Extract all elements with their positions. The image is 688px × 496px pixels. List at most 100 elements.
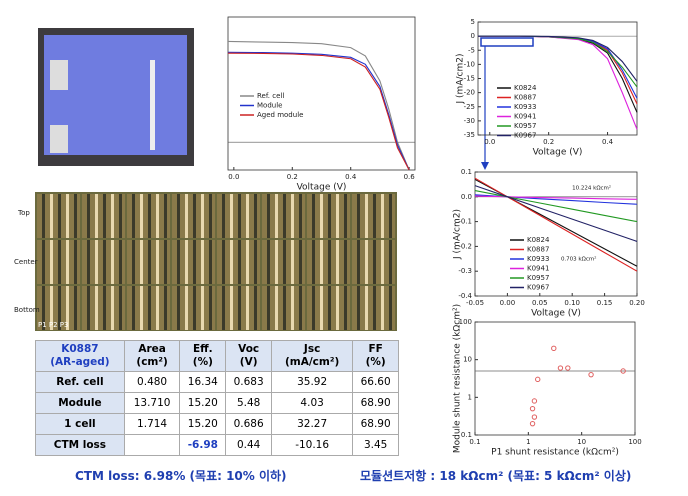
x-axis-label: Voltage (V) bbox=[297, 183, 347, 193]
x-tick-label: 0.2 bbox=[543, 138, 554, 146]
scribe-line bbox=[336, 240, 339, 284]
scribe-line bbox=[222, 240, 225, 284]
legend-label: K0933 bbox=[514, 103, 536, 111]
plot-frame bbox=[474, 171, 638, 297]
y-tick-label: 0.0 bbox=[461, 193, 472, 201]
scribe-line bbox=[283, 194, 286, 238]
y-tick-label: 0.1 bbox=[461, 168, 472, 176]
scribe-line bbox=[312, 286, 315, 330]
scribe-line bbox=[50, 240, 53, 284]
scribe-line bbox=[275, 286, 278, 330]
table-cell: 68.90 bbox=[352, 413, 399, 435]
legend-label: K0941 bbox=[527, 265, 549, 273]
x-tick-label: 10 bbox=[577, 438, 586, 446]
scribe-line bbox=[209, 194, 212, 238]
x-tick-label: 1 bbox=[526, 438, 530, 446]
scribe-line bbox=[95, 286, 98, 330]
y-tick-label: -0.4 bbox=[458, 292, 472, 300]
scribe-line bbox=[246, 240, 249, 284]
header-cell: Voc (V) bbox=[225, 340, 272, 372]
scribe-line bbox=[238, 240, 241, 284]
scribe-line bbox=[156, 240, 159, 284]
scribe-line bbox=[230, 194, 233, 238]
scribe-line bbox=[50, 286, 53, 330]
x-axis-label: P1 shunt resistance (kΩcm²) bbox=[491, 448, 619, 458]
scribe-line bbox=[185, 286, 188, 330]
scribe-line bbox=[344, 194, 347, 238]
scribe-line bbox=[222, 286, 225, 330]
scribe-line bbox=[283, 286, 286, 330]
microscope-photos bbox=[35, 192, 397, 331]
scribe-line bbox=[140, 286, 143, 330]
scribe-line bbox=[95, 240, 98, 284]
scribe-line bbox=[254, 286, 257, 330]
scribe-line bbox=[373, 194, 376, 238]
scribe-line bbox=[381, 286, 384, 330]
point bbox=[529, 420, 536, 427]
header-cell: Eff. (%) bbox=[179, 340, 227, 372]
header-text: Eff. bbox=[192, 343, 213, 355]
header-text: (mA/cm²) bbox=[284, 356, 340, 368]
header-text: K0887 bbox=[61, 343, 99, 355]
y-axis-label: J (mA/cm2) bbox=[453, 209, 463, 260]
plot-frame bbox=[474, 321, 636, 436]
scribe-line bbox=[389, 240, 392, 284]
scribe-line bbox=[357, 286, 360, 330]
scribe-line bbox=[111, 240, 114, 284]
legend-label: K0967 bbox=[514, 132, 536, 140]
scribe-line bbox=[74, 194, 77, 238]
table-row: CTM loss -6.98 0.44 -10.16 3.45 bbox=[35, 434, 399, 456]
series-line bbox=[478, 35, 638, 88]
scribe-line bbox=[156, 194, 159, 238]
row-label: Bottom bbox=[14, 306, 40, 314]
series-line bbox=[227, 40, 410, 171]
legend-label: Ref. cell bbox=[257, 92, 284, 100]
y-tick-label: -30 bbox=[464, 117, 475, 125]
scribe-line bbox=[267, 240, 270, 284]
module-contact bbox=[50, 125, 68, 153]
scribe-line bbox=[336, 286, 339, 330]
y-tick-label: 1 bbox=[468, 393, 472, 401]
header-text: (cm²) bbox=[136, 356, 168, 368]
scribe-line bbox=[119, 286, 122, 330]
row-header: CTM loss bbox=[35, 434, 125, 456]
y-tick-label: 0 bbox=[471, 32, 475, 40]
series-line bbox=[478, 35, 638, 82]
scribe-line bbox=[299, 286, 302, 330]
legend-label: K0887 bbox=[514, 94, 536, 102]
scribe-line bbox=[357, 240, 360, 284]
scribe-line bbox=[320, 286, 323, 330]
scribe-line bbox=[177, 194, 180, 238]
y-tick-label: -25 bbox=[464, 103, 475, 111]
scribe-line bbox=[103, 240, 106, 284]
y-tick-label: -0.3 bbox=[458, 267, 472, 275]
scribe-line bbox=[291, 286, 294, 330]
scribe-line bbox=[111, 286, 114, 330]
header-cell: Area (cm²) bbox=[123, 340, 181, 372]
scribe-line bbox=[132, 286, 135, 330]
header-cell: FF (%) bbox=[352, 340, 399, 372]
series-line bbox=[474, 195, 638, 200]
scribe-line bbox=[389, 194, 392, 238]
x-tick-label: 0.05 bbox=[532, 299, 548, 307]
annotation: 0.703 kΩcm² bbox=[561, 255, 596, 262]
row-header: Module bbox=[35, 392, 125, 414]
scribe-line bbox=[42, 286, 45, 330]
scribe-line bbox=[103, 194, 106, 238]
scribe-line bbox=[222, 194, 225, 238]
scribe-line bbox=[238, 194, 241, 238]
scribe-line bbox=[132, 240, 135, 284]
scribe-line bbox=[365, 286, 368, 330]
scribe-line bbox=[312, 240, 315, 284]
table-cell: 16.34 bbox=[179, 371, 227, 393]
scribe-line bbox=[267, 286, 270, 330]
scribe-line bbox=[66, 194, 69, 238]
scribe-line bbox=[87, 240, 90, 284]
scribe-line bbox=[291, 240, 294, 284]
header-text: FF bbox=[368, 343, 383, 355]
caption: CTM loss: 6.98% (목표: 10% 이하) bbox=[75, 469, 287, 483]
scribe-line bbox=[164, 194, 167, 238]
legend-label: K0824 bbox=[527, 236, 550, 244]
scribe-line bbox=[156, 286, 159, 330]
